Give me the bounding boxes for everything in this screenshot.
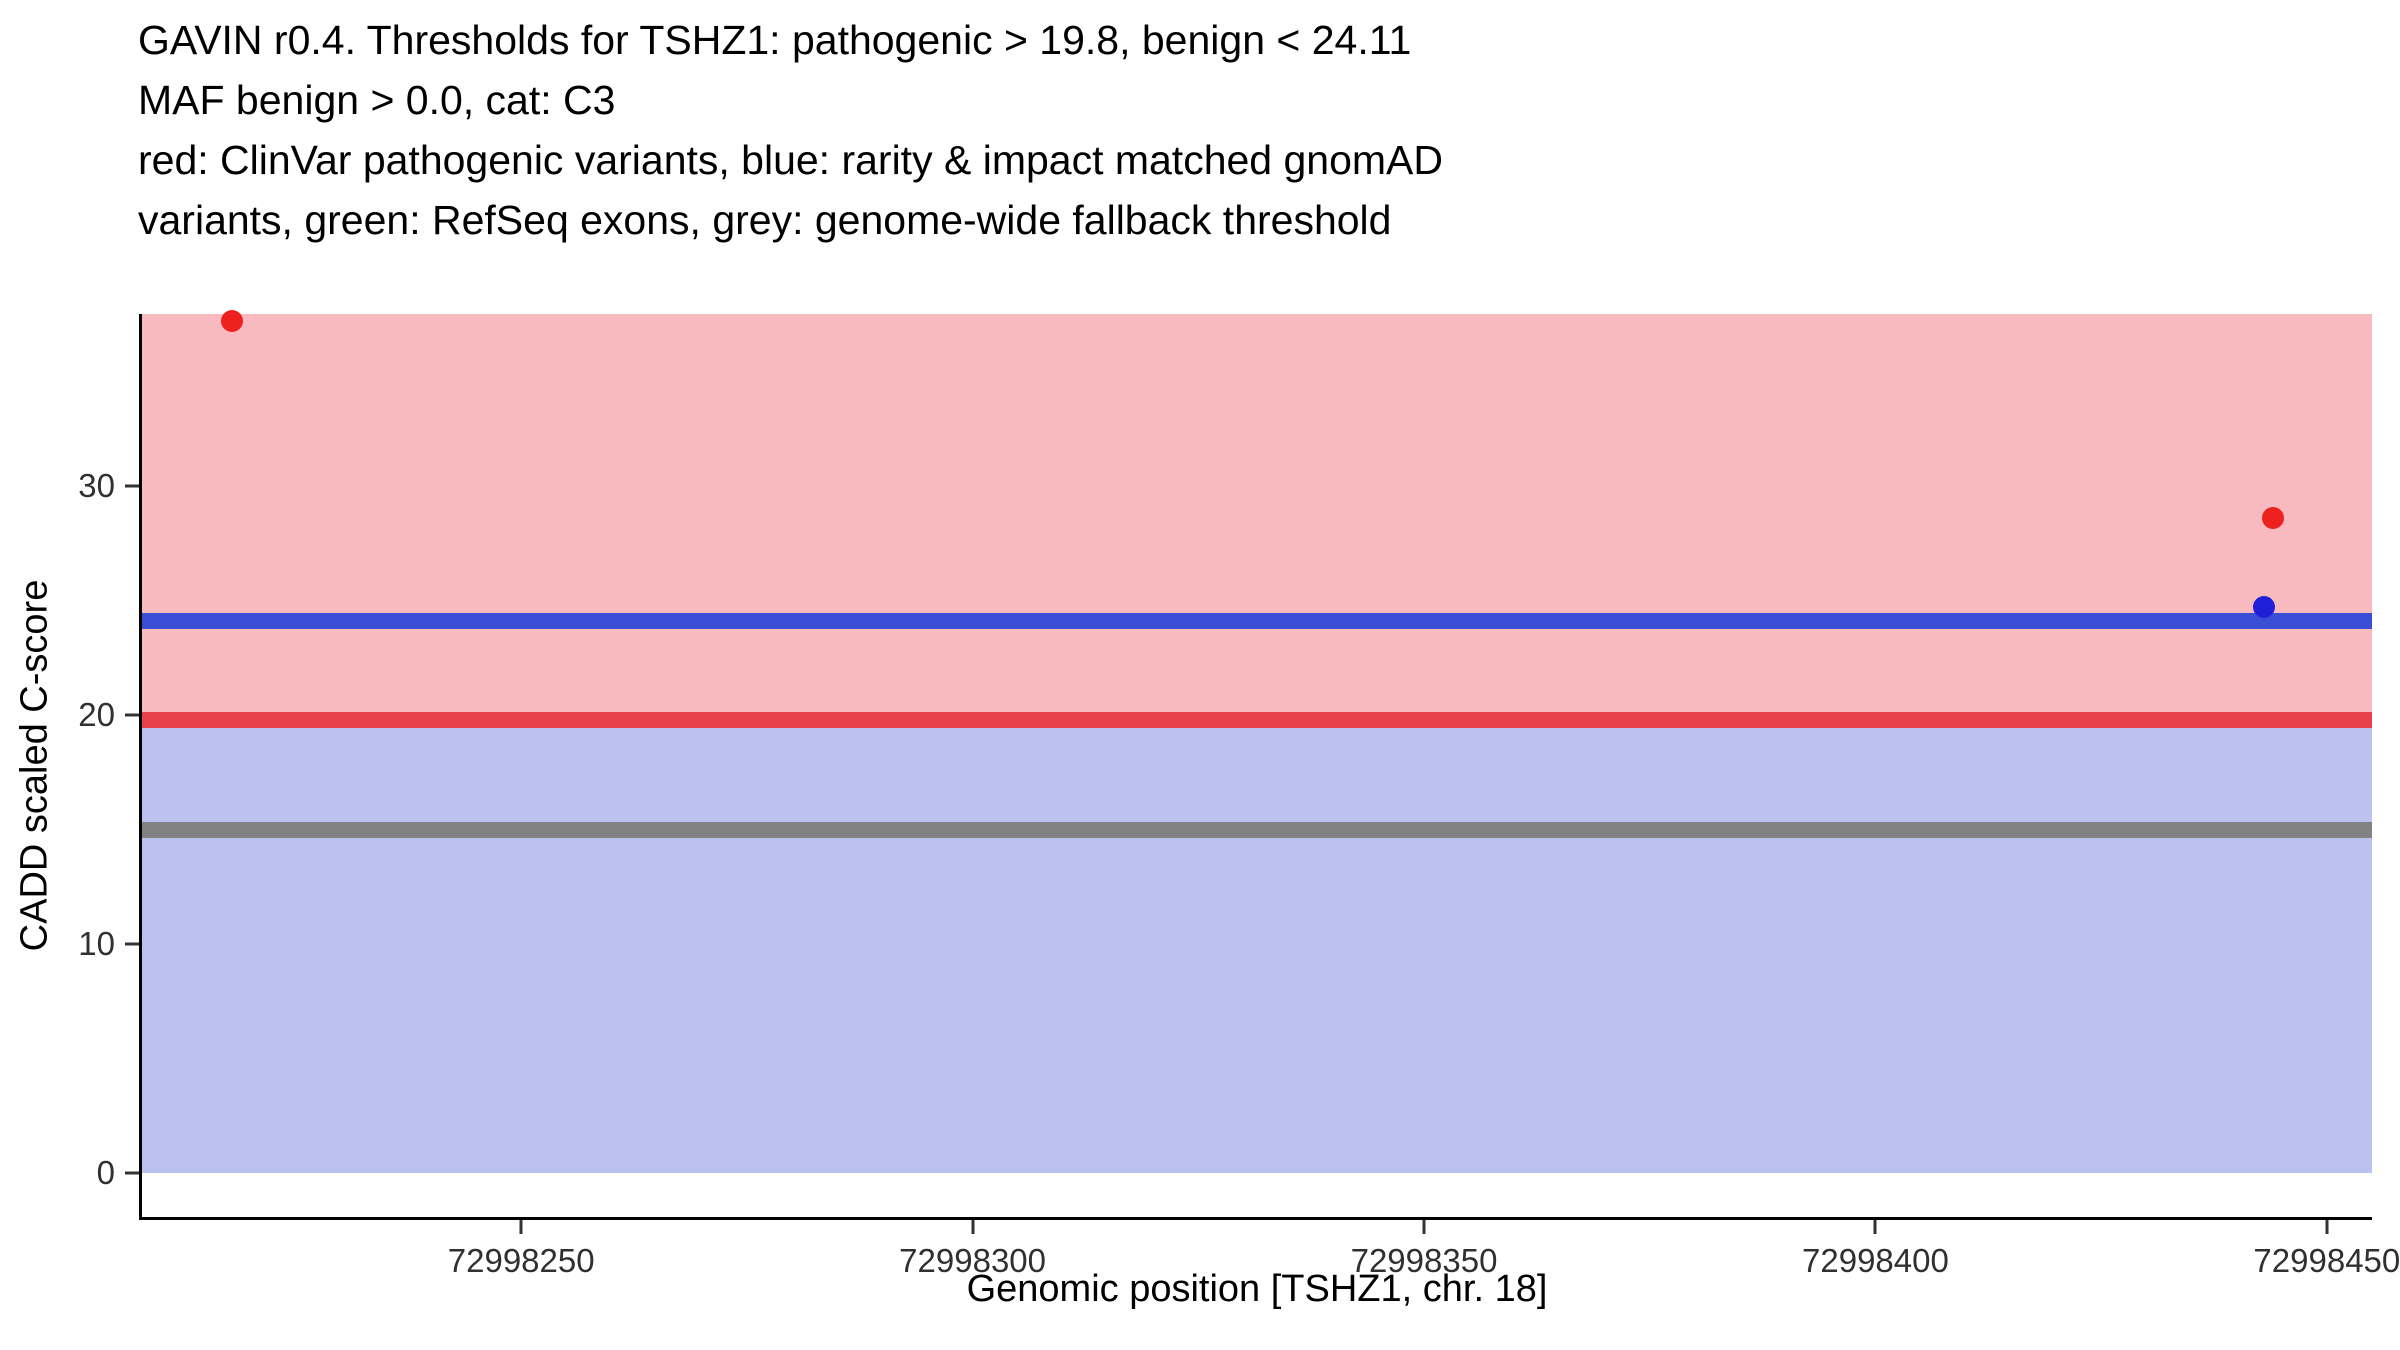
x-tick-label: 72998450 — [2253, 1242, 2400, 1279]
gnomad-matched-point — [2252, 596, 2275, 619]
y-tick-label: 30 — [78, 466, 115, 504]
plot-panel — [142, 309, 2372, 1217]
benign-region-band — [142, 719, 2372, 1174]
y-tick-label: 20 — [78, 696, 115, 734]
plot-title-line-4: variants, green: RefSeq exons, grey: gen… — [138, 197, 1392, 243]
fallback-threshold-line — [142, 821, 2372, 838]
y-axis-line — [139, 314, 142, 1220]
x-tick-label: 72998350 — [1350, 1242, 1498, 1279]
x-tick-mark — [1422, 1220, 1426, 1234]
y-axis-title-text: CADD scaled C-score — [13, 579, 56, 952]
y-tick-mark — [125, 942, 139, 946]
y-tick-mark — [125, 484, 139, 488]
y-axis-title: CADD scaled C-score — [8, 314, 62, 1217]
y-tick-label: 10 — [78, 925, 115, 963]
x-tick-label: 72998400 — [1802, 1242, 1949, 1279]
x-tick-mark — [2325, 1220, 2329, 1234]
plot-title-line-2: MAF benign > 0.0, cat: C3 — [138, 77, 616, 123]
plot-title: GAVIN r0.4. Thresholds for TSHZ1: pathog… — [138, 10, 1443, 250]
x-axis-title: Genomic position [TSHZ1, chr. 18] — [966, 1268, 1548, 1310]
pathogenic-threshold-line — [142, 711, 2372, 728]
y-tick-mark — [125, 713, 139, 717]
clinvar-pathogenic-point — [221, 309, 244, 332]
y-axis-ticks: 0 10 20 30 — [0, 314, 139, 1217]
x-tick-label: 72998300 — [899, 1242, 1047, 1279]
x-tick-mark — [971, 1220, 975, 1234]
y-tick-label: 0 — [96, 1154, 115, 1192]
clinvar-pathogenic-point — [2261, 506, 2284, 529]
x-tick-mark — [519, 1220, 523, 1234]
benign-threshold-line — [142, 612, 2372, 629]
x-tick-mark — [1873, 1220, 1877, 1234]
plot-title-line-1: GAVIN r0.4. Thresholds for TSHZ1: pathog… — [138, 17, 1412, 63]
pathogenic-region-band — [142, 314, 2372, 720]
x-tick-label: 72998250 — [447, 1242, 595, 1279]
plot-title-line-3: red: ClinVar pathogenic variants, blue: … — [138, 137, 1444, 183]
y-tick-mark — [125, 1171, 139, 1175]
x-axis-ticks: 72998250 72998300 72998350 72998400 72998450 — [142, 1220, 2400, 1290]
x-axis-line — [139, 1217, 2372, 1220]
